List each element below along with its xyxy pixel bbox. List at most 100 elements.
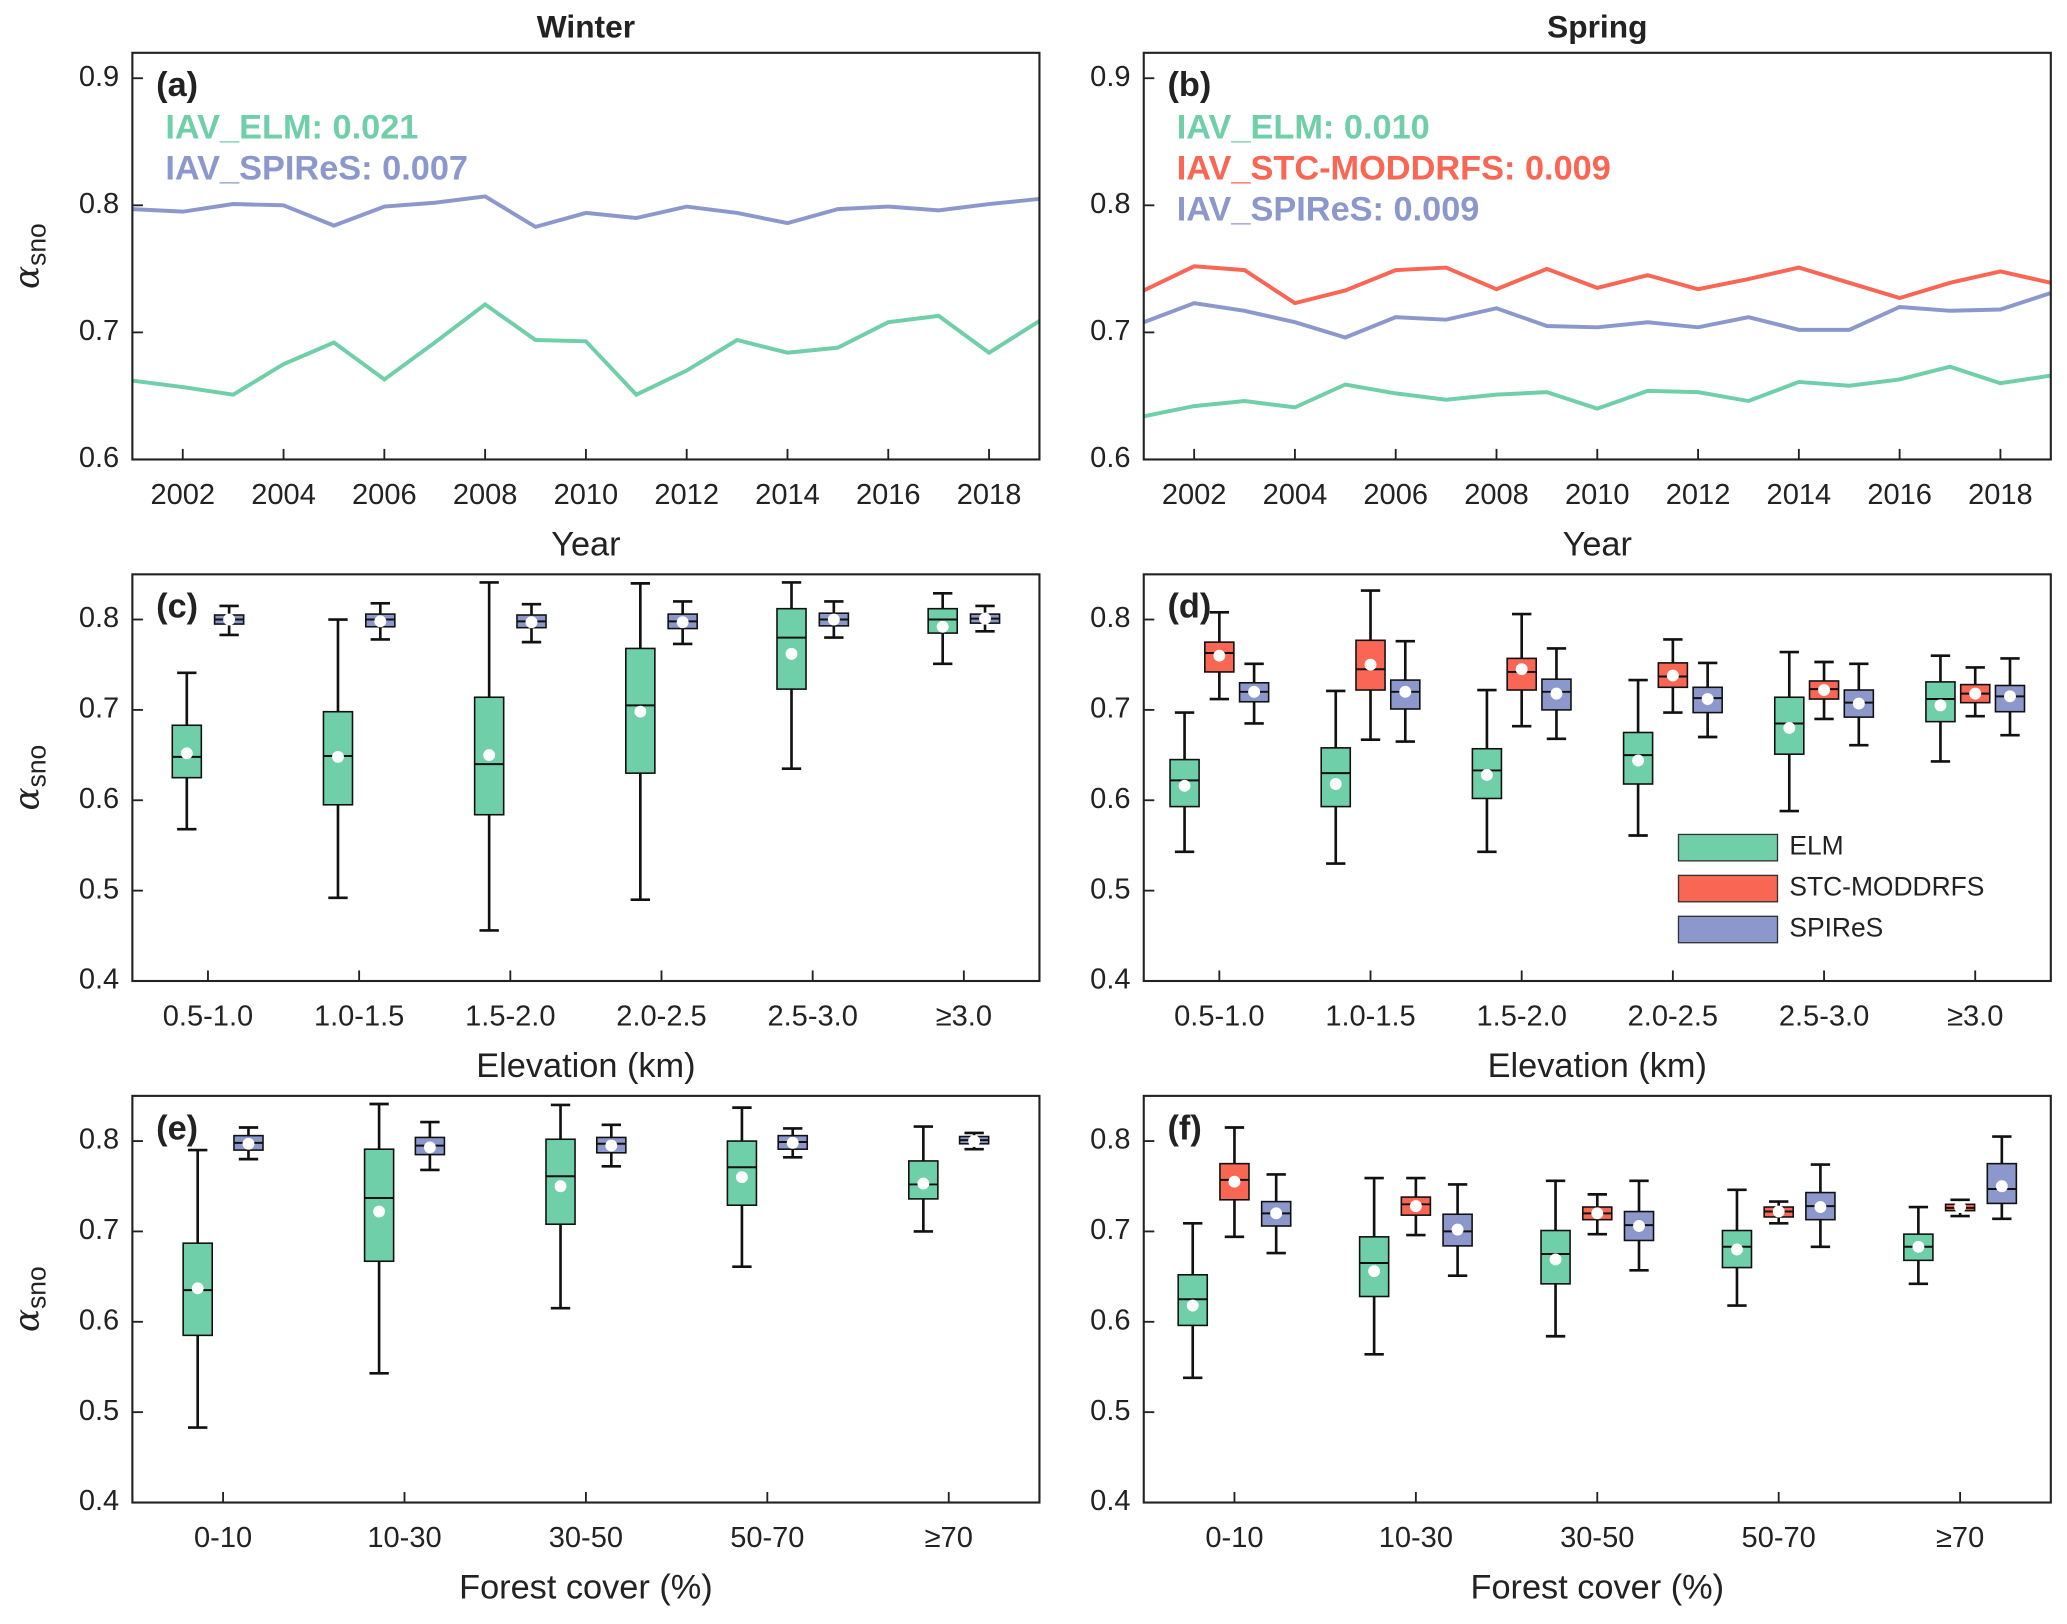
x-axis-label: Forest cover (%) bbox=[459, 1569, 713, 1607]
mean-point bbox=[242, 1137, 255, 1150]
whisker-low bbox=[1663, 687, 1683, 714]
whisker-high bbox=[1587, 1193, 1607, 1208]
whisker-high bbox=[824, 600, 844, 614]
mean-point bbox=[1701, 693, 1714, 705]
whisker-high bbox=[1629, 1179, 1649, 1212]
whisker-low bbox=[781, 689, 802, 770]
whisker-low bbox=[1209, 671, 1230, 701]
whisker-low bbox=[1992, 1203, 2012, 1221]
y-tick-label: 0.8 bbox=[79, 188, 119, 220]
y-tick-label: 0.4 bbox=[79, 1485, 119, 1517]
whisker-high bbox=[1477, 688, 1497, 749]
x-tick-label: ≥70 bbox=[925, 1522, 973, 1554]
y-tick-label: 0.5 bbox=[1090, 1395, 1130, 1427]
x-tick-label: 2.5-3.0 bbox=[767, 1001, 857, 1033]
x-tick-label: 50-70 bbox=[730, 1522, 804, 1554]
mean-point bbox=[1368, 1265, 1381, 1278]
mean-point bbox=[1969, 687, 1982, 700]
panel-label: (e) bbox=[156, 1109, 198, 1147]
whisker-high bbox=[420, 1120, 440, 1138]
whisker-high bbox=[1364, 1176, 1384, 1237]
whisker-high bbox=[1266, 1173, 1286, 1202]
mean-point bbox=[554, 1180, 567, 1193]
legend-swatch bbox=[1677, 833, 1779, 862]
whisker-high bbox=[479, 581, 499, 698]
mean-point bbox=[917, 1177, 930, 1190]
mean-point bbox=[1591, 1207, 1604, 1220]
y-tick-label: 0.8 bbox=[1090, 1124, 1130, 1156]
whisker-low bbox=[1779, 754, 1799, 813]
mean-point bbox=[1632, 754, 1645, 767]
x-tick-label: 2016 bbox=[1867, 479, 1932, 511]
panel: Winter 0.6 0.7 0.8 0.9 αsno Year 2002 2004 2006 20… bbox=[7, 8, 1041, 564]
whisker-high bbox=[1546, 647, 1567, 680]
mean-point bbox=[979, 612, 991, 625]
mean-point bbox=[1934, 699, 1947, 712]
series-line bbox=[1143, 291, 2052, 340]
whisker-low bbox=[1629, 1240, 1649, 1272]
mean-point bbox=[1772, 1205, 1785, 1218]
whisker-low bbox=[1965, 702, 1985, 718]
x-tick-label: 2008 bbox=[453, 479, 518, 511]
whisker-low bbox=[370, 626, 390, 641]
whisker-high bbox=[1545, 1179, 1566, 1231]
whisker-low bbox=[1406, 1215, 1426, 1237]
whisker-high bbox=[1810, 1163, 1831, 1193]
mean-point bbox=[180, 747, 193, 760]
whisker-low bbox=[1477, 798, 1497, 854]
whisker-high bbox=[1628, 678, 1648, 733]
whisker-low bbox=[1849, 717, 1869, 747]
x-tick-label: 1.5-2.0 bbox=[1476, 1001, 1566, 1033]
mean-point bbox=[634, 705, 647, 718]
x-tick-label: ≥3.0 bbox=[936, 1001, 992, 1033]
mean-point bbox=[1912, 1240, 1925, 1253]
mean-point bbox=[735, 1171, 748, 1184]
mean-point bbox=[483, 749, 496, 762]
panel: 0.4 0.5 0.6 0.7 0.8 αsno Elevation (km) 0.5-1.0… bbox=[7, 573, 1041, 1085]
whisker-low bbox=[1814, 699, 1834, 721]
panel-label: (d) bbox=[1168, 588, 1212, 626]
y-label-subscript: sno bbox=[22, 745, 52, 788]
whisker-high bbox=[1360, 589, 1381, 641]
y-tick-label: 0.6 bbox=[1090, 1304, 1130, 1336]
mean-point bbox=[1248, 685, 1261, 698]
whisker-high bbox=[1814, 660, 1834, 681]
y-label-subscript: sno bbox=[22, 223, 52, 266]
y-tick-label: 0.7 bbox=[1090, 315, 1130, 347]
plot-frame bbox=[1142, 1094, 2052, 1504]
mean-point bbox=[1549, 1253, 1562, 1266]
mean-point bbox=[1186, 1299, 1199, 1312]
whisker-low bbox=[1546, 709, 1567, 741]
x-tick-label: 2002 bbox=[150, 479, 215, 511]
whisker-high bbox=[1663, 638, 1683, 663]
annotation: IAV_ELM: 0.021 bbox=[165, 108, 418, 146]
series-line bbox=[1143, 364, 2052, 419]
y-tick-label: 0.7 bbox=[79, 1214, 119, 1246]
whisker-high bbox=[1406, 1176, 1426, 1198]
whisker-high bbox=[672, 600, 693, 615]
annotation: IAV_SPIReS: 0.007 bbox=[165, 149, 468, 187]
y-tick-label: 0.6 bbox=[79, 442, 119, 474]
mean-point bbox=[1633, 1220, 1645, 1232]
panel: 0.4 0.5 0.6 0.7 0.8 αsno Forest cover (%) 0-10 1… bbox=[7, 1094, 1041, 1607]
panel: Spring 0.6 0.7 0.8 0.9 Year 2002 2004 2006 2008 20… bbox=[1090, 8, 2052, 564]
mean-point bbox=[1228, 1175, 1241, 1188]
y-tick-label: 0.6 bbox=[79, 783, 119, 815]
whisker-low bbox=[1587, 1219, 1607, 1236]
whisker-low bbox=[1769, 1216, 1789, 1225]
x-tick-label: 2014 bbox=[1767, 479, 1832, 511]
whisker-low bbox=[238, 1150, 259, 1161]
x-tick-label: 50-70 bbox=[1742, 1522, 1816, 1554]
whisker-high bbox=[1779, 650, 1799, 698]
x-tick-label: 2012 bbox=[654, 479, 719, 511]
x-tick-label: 2006 bbox=[1363, 479, 1428, 511]
mean-point bbox=[1666, 669, 1679, 682]
mean-point bbox=[1515, 663, 1528, 676]
whisker-low bbox=[1266, 1226, 1286, 1255]
x-tick-label: 2004 bbox=[251, 479, 316, 511]
mean-point bbox=[373, 1205, 386, 1218]
mean-point bbox=[1480, 769, 1493, 781]
y-axis-label: αsno bbox=[7, 1266, 51, 1332]
x-tick-label: 2004 bbox=[1263, 479, 1328, 511]
y-tick-label: 0.6 bbox=[1090, 442, 1130, 474]
